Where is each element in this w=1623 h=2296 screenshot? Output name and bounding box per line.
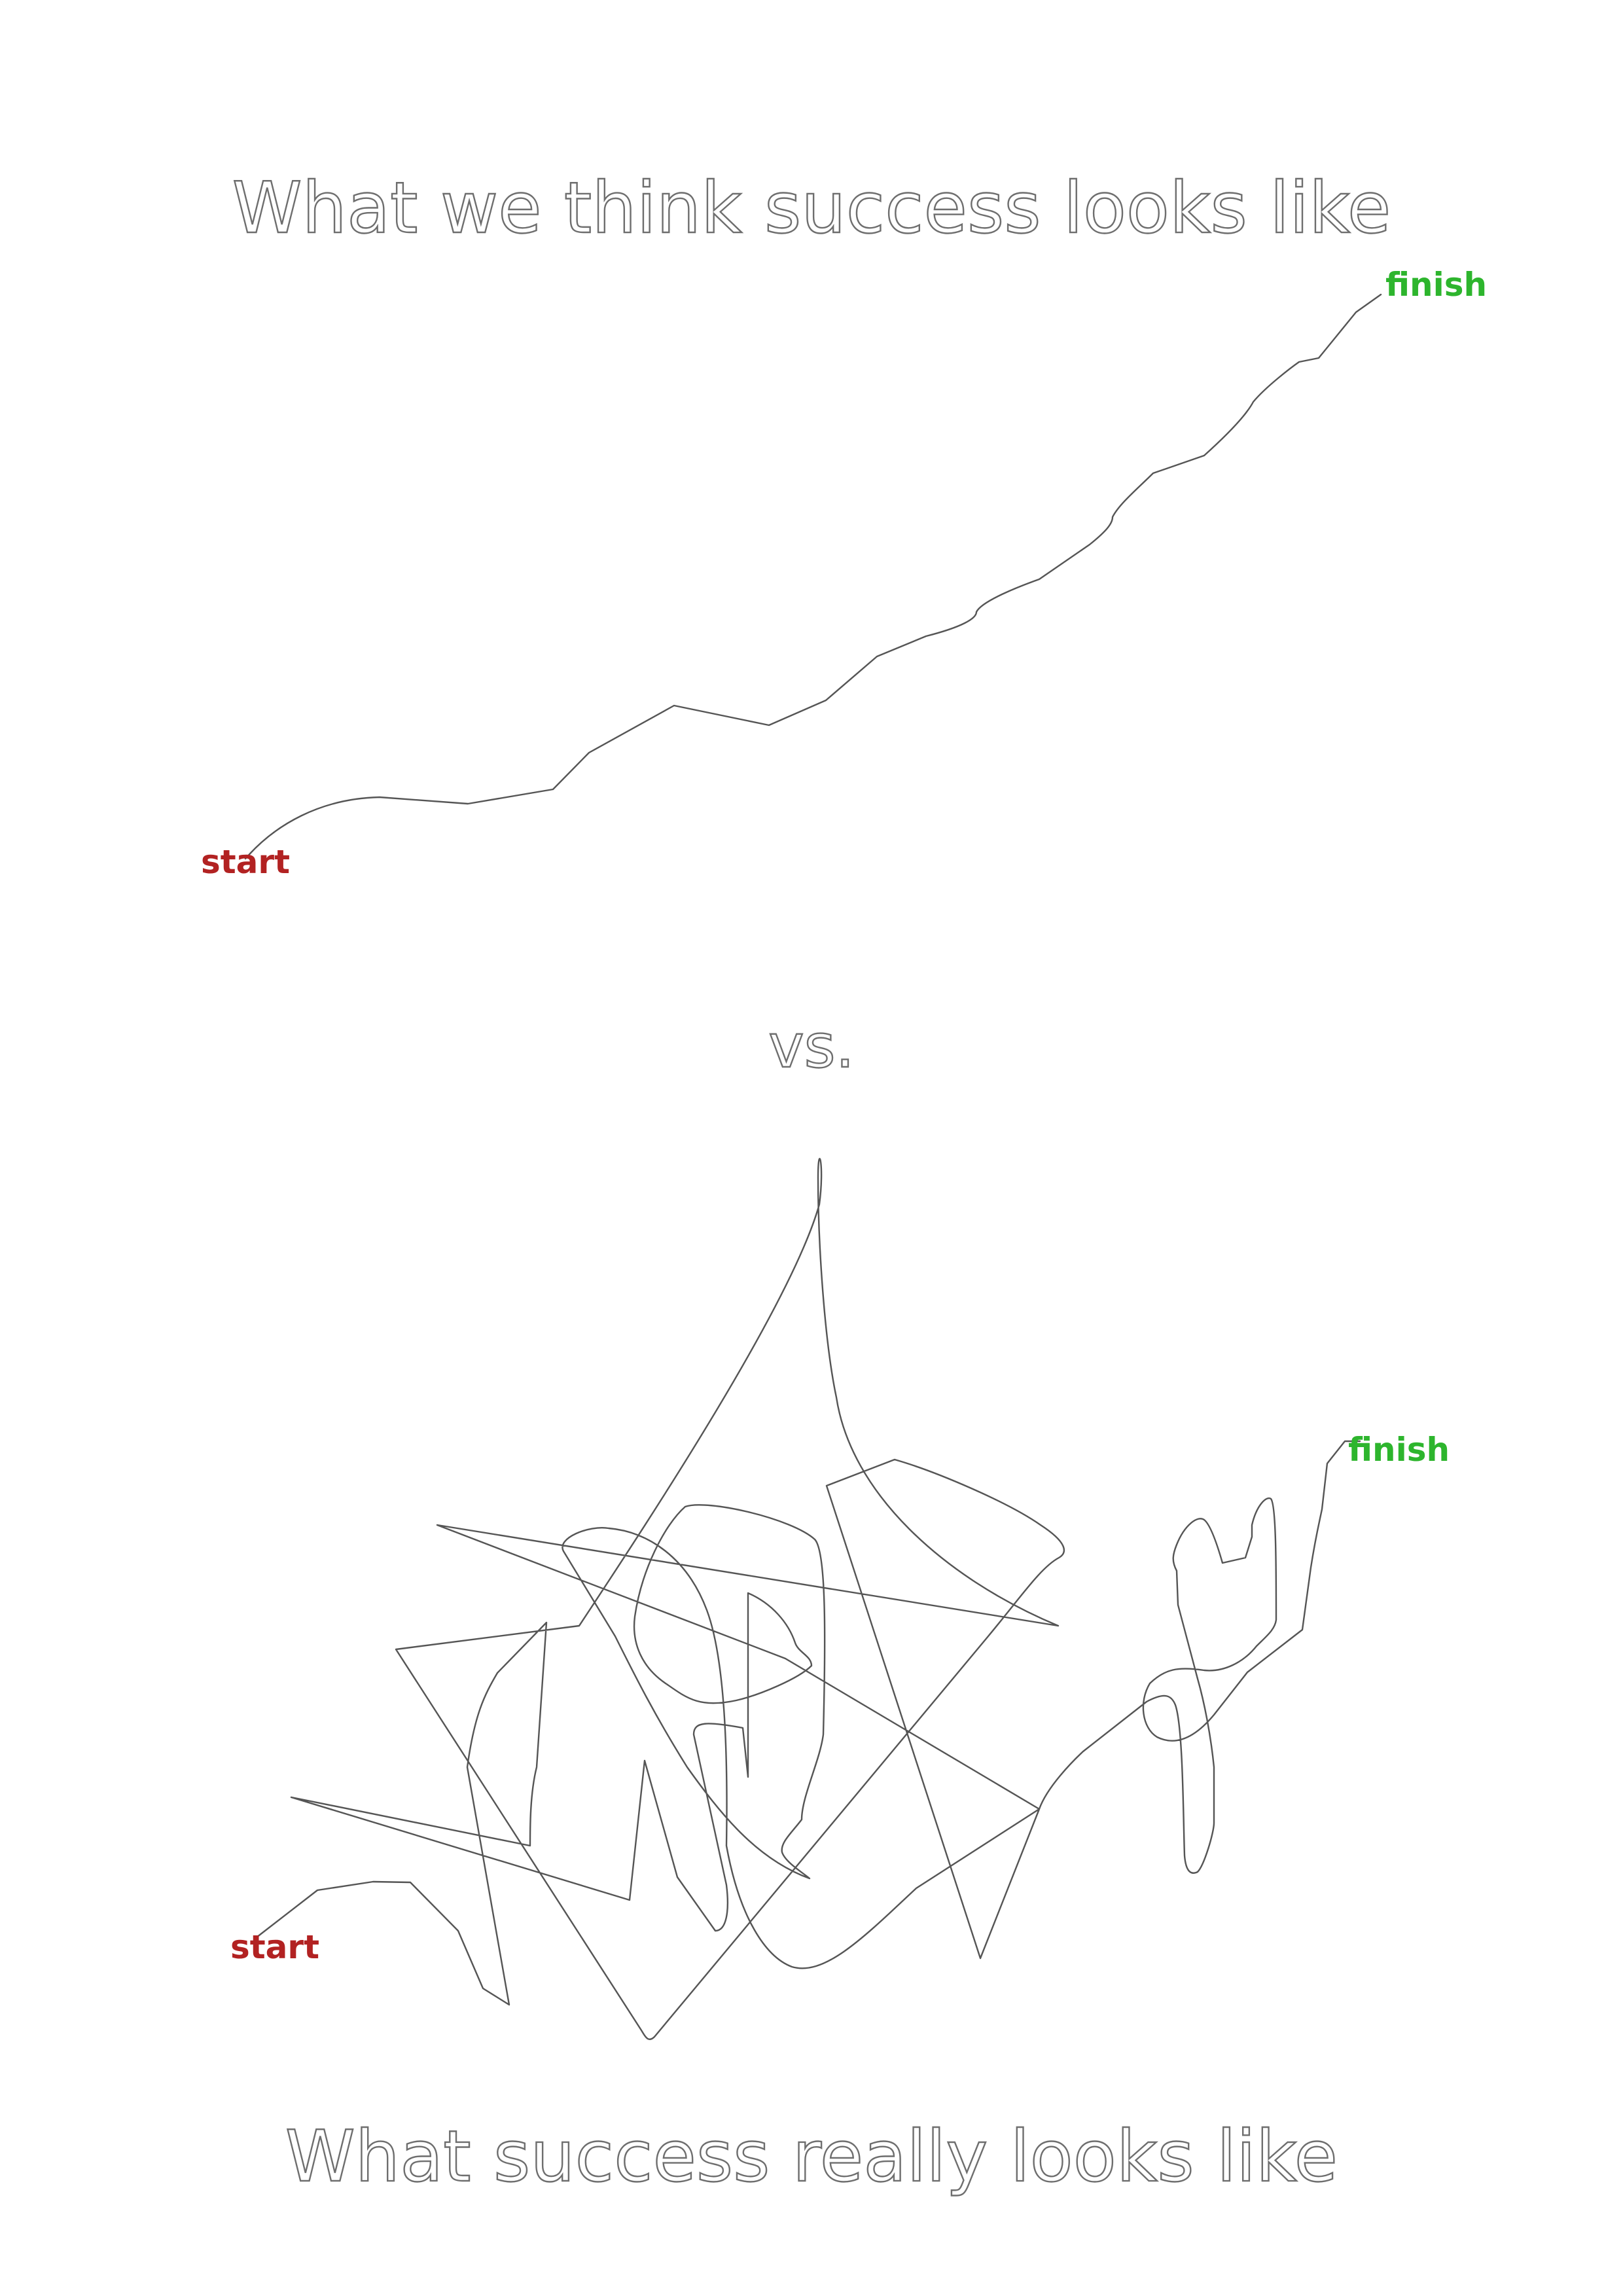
ideal-start-label: start xyxy=(201,843,290,881)
real-success-path xyxy=(255,1158,1361,2040)
ideal-finish-label: finish xyxy=(1385,266,1487,304)
real-title: What success really looks like xyxy=(285,2116,1338,2198)
ideal-title: What we think success looks like xyxy=(232,168,1391,249)
ideal-success-path xyxy=(244,293,1382,860)
versus-label: vs. xyxy=(768,1011,855,1081)
real-finish-label: finish xyxy=(1348,1431,1450,1469)
real-start-label: start xyxy=(230,1928,319,1966)
